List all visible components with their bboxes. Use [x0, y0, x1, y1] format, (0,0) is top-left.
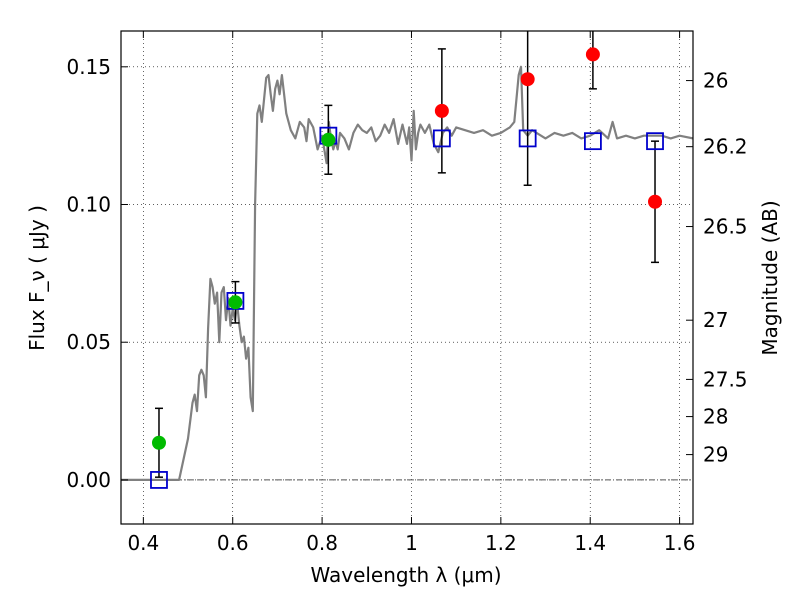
y-tick-label: 0.00	[66, 468, 111, 492]
plot-frame	[120, 30, 694, 525]
x-axis: 0.4 0.6 0.8 1 1.2 1.4 1.6	[127, 31, 696, 555]
right-tick-label: 26.5	[703, 215, 748, 239]
y-axis: 0.00 0.05 0.10 0.15	[66, 55, 128, 492]
model-flux-square	[432, 129, 451, 148]
detection-point	[151, 435, 166, 450]
plot-background	[121, 31, 693, 524]
y-axis-label: Flux F_ν ( μJy )	[25, 205, 49, 351]
x-tick-label: 0.6	[217, 531, 249, 555]
upper-limit-point	[520, 72, 535, 87]
y-tick-label: 0.15	[66, 55, 111, 79]
x-tick-label: 0.8	[306, 531, 338, 555]
y-tick-label: 0.10	[66, 193, 111, 217]
right-axis-label: Magnitude (AB)	[758, 200, 782, 355]
x-tick-label: 1	[405, 531, 418, 555]
right-axis: 26 26.2 26.5 27 27.5 28 29	[686, 69, 748, 467]
right-tick-label: 27.5	[703, 367, 748, 391]
detection-point	[321, 132, 336, 147]
x-axis-label: Wavelength λ (μm)	[310, 563, 501, 587]
right-tick-label: 26	[703, 69, 728, 93]
model-flux-square	[518, 129, 537, 148]
upper-limit-point	[434, 103, 449, 118]
right-tick-label: 27	[703, 308, 728, 332]
x-tick-label: 1.6	[664, 531, 696, 555]
upper-limit-point	[585, 47, 600, 62]
right-tick-label: 29	[703, 443, 728, 467]
model-flux-square	[584, 132, 602, 151]
right-tick-label: 26.2	[703, 135, 748, 159]
right-tick-label: 28	[703, 405, 728, 429]
x-tick-label: 1.2	[485, 531, 517, 555]
x-tick-label: 0.4	[127, 531, 159, 555]
model-flux-square	[150, 471, 168, 489]
x-tick-label: 1.4	[574, 531, 606, 555]
y-tick-label: 0.05	[66, 330, 111, 354]
detection-point	[228, 295, 243, 310]
upper-limit-point	[648, 194, 663, 209]
model-flux-square	[646, 132, 664, 151]
